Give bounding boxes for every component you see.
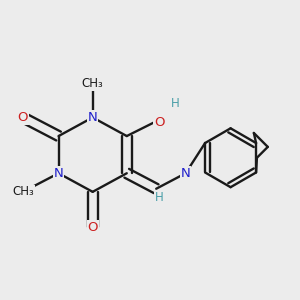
Text: H: H [155,191,164,204]
Text: O: O [87,221,98,234]
Text: CH₃: CH₃ [82,77,104,90]
Text: N: N [88,111,98,124]
Text: N: N [54,167,63,180]
Text: O: O [18,111,28,124]
Text: N: N [181,167,190,180]
Text: H: H [170,97,179,110]
Text: O: O [154,116,164,129]
Text: CH₃: CH₃ [12,185,34,198]
